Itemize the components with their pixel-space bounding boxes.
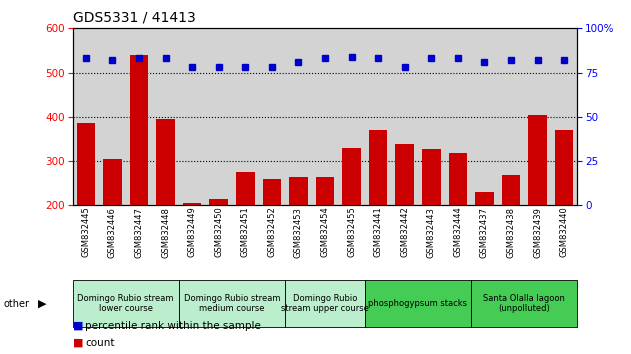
Bar — [422, 149, 440, 205]
Text: Domingo Rubio stream
medium course: Domingo Rubio stream medium course — [184, 294, 280, 313]
Bar — [209, 199, 228, 205]
Text: ■: ■ — [73, 338, 83, 348]
Bar — [103, 159, 122, 205]
Text: percentile rank within the sample: percentile rank within the sample — [85, 321, 261, 331]
Bar — [236, 172, 254, 205]
Text: ▶: ▶ — [38, 298, 46, 309]
Text: Domingo Rubio
stream upper course: Domingo Rubio stream upper course — [281, 294, 369, 313]
Bar — [262, 179, 281, 205]
Bar — [449, 153, 467, 205]
Bar — [156, 119, 175, 205]
Bar — [502, 175, 520, 205]
Bar — [396, 144, 414, 205]
Bar — [555, 130, 574, 205]
Bar — [528, 115, 547, 205]
Text: ■: ■ — [73, 321, 83, 331]
Text: phosphogypsum stacks: phosphogypsum stacks — [369, 299, 468, 308]
Bar — [76, 124, 95, 205]
Bar — [183, 203, 201, 205]
Bar — [369, 130, 387, 205]
Text: other: other — [3, 298, 29, 309]
Bar — [289, 177, 308, 205]
Text: Domingo Rubio stream
lower course: Domingo Rubio stream lower course — [78, 294, 174, 313]
Text: count: count — [85, 338, 115, 348]
Bar — [316, 177, 334, 205]
Text: GDS5331 / 41413: GDS5331 / 41413 — [73, 11, 196, 25]
Bar — [475, 192, 493, 205]
Bar — [342, 148, 361, 205]
Text: Santa Olalla lagoon
(unpolluted): Santa Olalla lagoon (unpolluted) — [483, 294, 565, 313]
Bar — [130, 55, 148, 205]
